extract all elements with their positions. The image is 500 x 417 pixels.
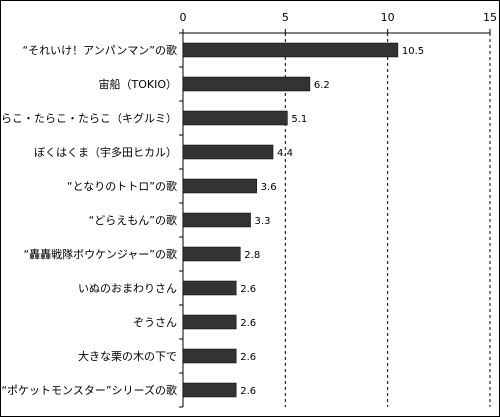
x-tick-label-0: 0 (180, 11, 187, 24)
bar-2 (182, 110, 288, 126)
category-label-5: “どらえもん”の歌 (89, 213, 177, 227)
bar-5 (182, 212, 251, 228)
bar-3 (182, 144, 274, 160)
value-label-6: 2.8 (244, 250, 260, 261)
bar-9 (182, 348, 237, 364)
value-label-2: 5.1 (291, 114, 307, 125)
x-tick-label-10: 10 (381, 11, 395, 24)
value-label-5: 3.3 (255, 216, 271, 227)
value-label-10: 2.6 (240, 386, 256, 397)
value-label-8: 2.6 (240, 318, 256, 329)
category-label-9: 大きな栗の木の下で (78, 349, 177, 363)
category-label-2: たらこ・たらこ・たらこ（キグルミ） (1, 111, 177, 125)
value-label-7: 2.6 (240, 284, 256, 295)
bar-8 (182, 314, 237, 330)
category-label-7: いぬのおまわりさん (78, 282, 177, 295)
x-tick-label-5: 5 (282, 11, 289, 24)
category-label-3: ぼくはくま（宇多田ヒカル） (34, 145, 177, 159)
bar-10 (182, 382, 237, 398)
category-label-4: “となりのトトロ”の歌 (67, 179, 177, 193)
bar-1 (182, 76, 311, 92)
bars (182, 42, 399, 398)
category-label-0: “それいけ！アンパンマン”の歌 (22, 43, 177, 57)
value-label-1: 6.2 (314, 80, 330, 91)
bar-4 (182, 178, 257, 194)
bar-7 (182, 280, 237, 296)
x-tick-label-15: 15 (483, 11, 497, 24)
category-label-10: “ポケットモンスター”シリーズの歌 (1, 383, 177, 397)
x-tick-labels: 0 5 10 15 (180, 11, 498, 24)
value-labels: 10.5 6.2 5.1 4.4 3.6 3.3 2.8 2.6 2.6 2.6 2.6 (240, 46, 424, 397)
category-label-8: ぞうさん (133, 316, 177, 329)
bar-6 (182, 246, 241, 262)
category-label-6: “轟轟戦隊ボウケンジャー”の歌 (23, 247, 177, 261)
category-label-1: 宙船（TOKIO） (99, 77, 178, 91)
grid-lines (284, 33, 491, 407)
value-label-3: 4.4 (277, 148, 293, 159)
value-label-0: 10.5 (402, 46, 424, 57)
bar-0 (182, 42, 399, 58)
value-label-4: 3.6 (261, 182, 277, 193)
axes (179, 29, 491, 408)
value-label-9: 2.6 (240, 352, 256, 363)
